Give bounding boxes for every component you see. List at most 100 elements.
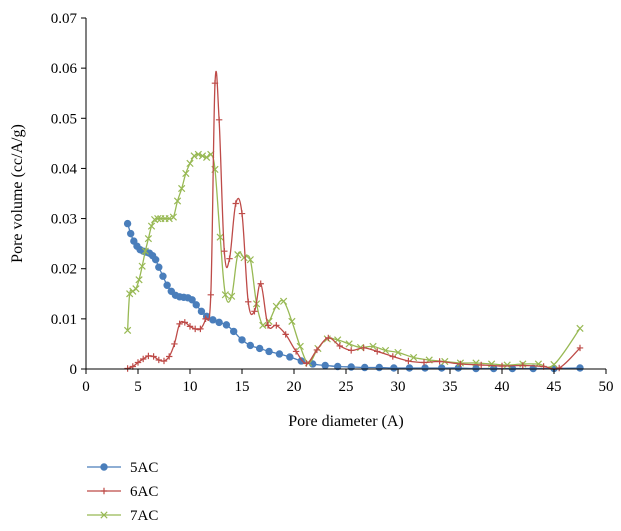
- legend-label-5ac: 5AC: [130, 460, 158, 476]
- x-tick-label: 5: [134, 379, 142, 395]
- x-tick-label: 30: [391, 379, 406, 395]
- series-6ac-point: [336, 342, 343, 350]
- series-6ac-point: [420, 359, 428, 366]
- series-5ac-point: [192, 301, 200, 309]
- x-tick-label: 35: [443, 379, 458, 395]
- series-7ac-point: [576, 324, 584, 333]
- series-7ac: [123, 150, 584, 369]
- y-tick-label: 0.05: [51, 111, 77, 127]
- series-6ac-point: [202, 315, 209, 323]
- y-tick-label: 0.07: [51, 11, 78, 27]
- legend-item-6ac: 6AC: [87, 484, 158, 500]
- x-tick-label: 25: [339, 379, 354, 395]
- legend-item-7ac: 7AC: [87, 508, 158, 524]
- series-5ac-point: [421, 364, 429, 372]
- series-5ac-point: [437, 364, 446, 372]
- series-6ac-point: [176, 320, 183, 328]
- y-tick-label: 0: [70, 362, 78, 378]
- series-6ac: [124, 70, 584, 372]
- series-5ac-point: [188, 296, 196, 304]
- y-axis-title: Pore volume (cc/A/g): [9, 124, 26, 263]
- series-7ac-point: [296, 342, 304, 351]
- x-tick-label: 20: [287, 379, 302, 395]
- series-5ac-point: [390, 364, 398, 372]
- series-5ac-point: [405, 364, 414, 372]
- series-5ac-point: [472, 364, 480, 373]
- series-7ac-point: [234, 251, 242, 259]
- series-7ac-point: [138, 262, 146, 270]
- series-7ac-point: [381, 346, 390, 355]
- series-6ac-point: [150, 353, 157, 360]
- x-tick-label: 10: [183, 379, 198, 395]
- series-6ac-point: [186, 323, 194, 330]
- legend-marker-5ac: [100, 463, 108, 471]
- series-7ac-point: [246, 256, 254, 264]
- series-5ac-line: [126, 223, 581, 370]
- y-tick-label: 0.02: [51, 262, 77, 278]
- series-7ac-point: [186, 159, 194, 168]
- series-5ac-point: [159, 272, 167, 280]
- series-6ac-point: [292, 348, 300, 355]
- series-7ac-point: [288, 317, 296, 325]
- series-6ac-point: [519, 362, 526, 369]
- series-6ac-point: [160, 357, 168, 365]
- series-7ac-line: [126, 153, 581, 368]
- x-tick-label: 15: [235, 379, 250, 395]
- series-6ac-point: [273, 322, 280, 329]
- series-6ac-point: [134, 359, 142, 366]
- series-6ac-point: [405, 357, 412, 365]
- series-6ac-point: [389, 353, 396, 360]
- series-7ac-point: [240, 254, 248, 262]
- legend-label-6ac: 6AC: [130, 484, 158, 500]
- series-5ac-point: [222, 321, 231, 329]
- series-5ac-point: [238, 336, 246, 344]
- y-tick-label: 0.06: [51, 61, 78, 77]
- series-7ac-point: [123, 326, 132, 335]
- series-6ac-point: [140, 355, 147, 363]
- series-5ac-point: [375, 363, 383, 372]
- series-7ac-point: [165, 214, 173, 223]
- series-7ac-point: [194, 150, 202, 159]
- series-5ac-point: [127, 229, 135, 238]
- series-5ac-point: [265, 347, 273, 356]
- series-7ac-point: [394, 348, 402, 357]
- series-6ac-point: [171, 340, 178, 348]
- legend-marker-7ac: [100, 511, 108, 519]
- series-6ac-point: [207, 291, 214, 298]
- legend-marker-6ac: [100, 487, 108, 495]
- series-6ac-point: [348, 347, 355, 354]
- series-6ac-point: [360, 344, 367, 352]
- series-7ac-point: [259, 321, 267, 330]
- series-6ac-point: [303, 360, 310, 367]
- series-7ac-point: [154, 214, 162, 223]
- series-5ac-point: [297, 357, 305, 365]
- series-7ac-point: [550, 360, 558, 369]
- series-7ac-point: [198, 152, 207, 160]
- ticks-layer: 0 0.01 0.02 0.03 0.04 0.05 0.06 0.07 0 5 10 15 20 25 3…: [51, 11, 614, 395]
- x-axis-title: Pore diameter (A): [288, 413, 404, 430]
- y-tick-label: 0.01: [51, 312, 77, 328]
- series-6ac-point: [166, 353, 173, 360]
- series-6ac-point: [245, 298, 252, 306]
- series-5ac-point: [209, 316, 217, 324]
- series-6ac-point: [457, 360, 464, 368]
- series-6ac-point: [124, 365, 131, 372]
- series-7ac-point: [345, 340, 353, 348]
- series-7ac-point: [178, 184, 186, 193]
- series-5ac-point: [255, 344, 264, 353]
- series-7ac-point: [144, 235, 153, 243]
- series-6ac-point: [251, 308, 258, 315]
- series-5ac-point: [229, 327, 238, 336]
- series-layer: [123, 70, 584, 373]
- series-7ac-point: [147, 222, 156, 230]
- series-7ac-point: [173, 197, 182, 205]
- series-7ac-point: [190, 152, 198, 160]
- series-6ac-point: [211, 79, 219, 87]
- series-6ac-point: [374, 348, 381, 355]
- series-5ac-point: [361, 363, 369, 372]
- legend-item-5ac: 5AC: [87, 460, 158, 476]
- series-6ac-point: [264, 322, 272, 329]
- series-5ac-point: [155, 263, 163, 271]
- x-tick-label: 0: [82, 379, 90, 395]
